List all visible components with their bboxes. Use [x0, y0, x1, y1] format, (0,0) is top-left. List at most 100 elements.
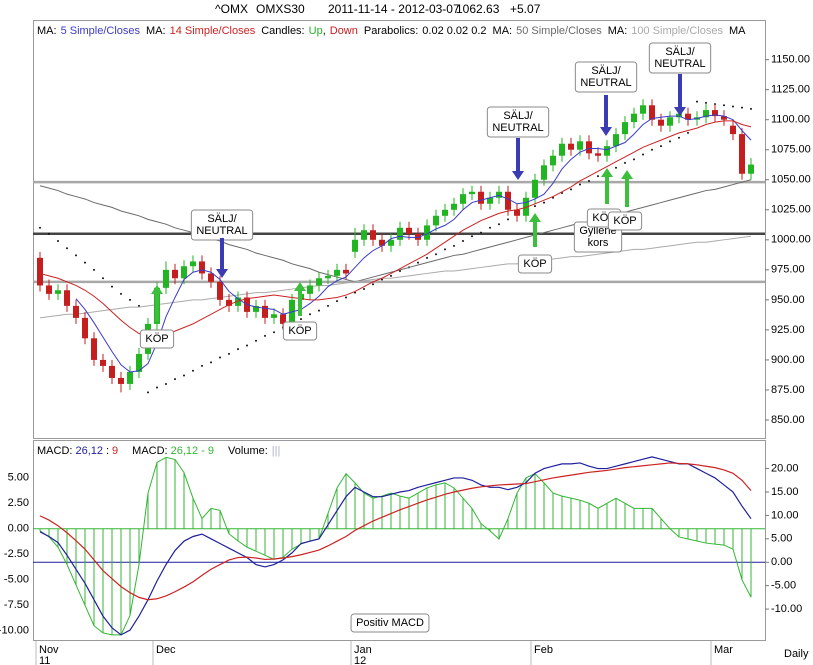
- candle-body: [235, 297, 241, 306]
- legend-text: Candles:: [261, 25, 304, 37]
- sar-dot: [75, 254, 77, 257]
- candle-body: [424, 225, 430, 240]
- annotation-arrow: [529, 213, 541, 247]
- candle-body: [415, 233, 421, 240]
- legend-text: 0.02 0.02 0.2: [422, 25, 486, 37]
- sar-dot: [84, 261, 86, 264]
- sar-dot: [579, 183, 581, 186]
- sar-dot: [318, 309, 320, 312]
- sar-dot: [660, 145, 662, 148]
- annotation-arrow: [512, 138, 524, 180]
- index-name: OMXS30: [256, 2, 305, 16]
- x-year-label: 12: [354, 655, 366, 665]
- candle-body: [667, 117, 673, 126]
- annotation-text: SÄLJ/: [207, 213, 237, 225]
- sar-dot: [201, 364, 203, 367]
- candle-body: [721, 116, 727, 120]
- candle-body: [370, 230, 376, 240]
- x-tick-label: Mar: [714, 644, 733, 656]
- y2-tick-label: 15.00: [771, 486, 799, 498]
- sar-dot: [174, 378, 176, 381]
- sar-dot: [228, 352, 230, 355]
- y-tick-label: 1000.00: [771, 234, 811, 246]
- candle-body: [388, 239, 394, 246]
- legend: MACD: 26,12:9 MACD: 26,12 - 9 Volume: |||: [37, 445, 280, 457]
- candle-body: [136, 353, 142, 372]
- legend-text: MA: [729, 25, 746, 37]
- candle-body: [307, 285, 313, 294]
- candle-body: [451, 203, 457, 210]
- annotation-text: NEUTRAL: [580, 77, 631, 89]
- sar-dot: [336, 300, 338, 303]
- annotation-text: SÄLJ/: [591, 65, 621, 77]
- y-tick-label: 1150.00: [771, 54, 810, 66]
- sar-dot: [597, 175, 599, 178]
- x-tick-label: Dec: [156, 644, 176, 656]
- sar-dot: [705, 101, 707, 104]
- candle-body: [127, 371, 133, 384]
- candle-body: [190, 261, 196, 267]
- annotation-arrow: [621, 170, 633, 207]
- annotation-box: [648, 42, 712, 74]
- sar-dot: [615, 166, 617, 169]
- legend-text: 100 Simple/Closes: [631, 25, 723, 37]
- last-price: 1062.63: [456, 2, 500, 16]
- y-tick-label: 875.00: [771, 384, 805, 396]
- annotation-text: SÄLJ/: [665, 46, 695, 58]
- y-tick-label: -10.00: [0, 625, 29, 637]
- candle-body: [82, 317, 88, 339]
- candle-body: [352, 239, 358, 252]
- candle-body: [712, 110, 718, 117]
- candle-body: [262, 305, 268, 318]
- y2-tick-label: -10.00: [771, 603, 802, 615]
- annotation-text: NEUTRAL: [492, 122, 543, 134]
- candle-body: [379, 239, 385, 246]
- sar-dot: [39, 226, 41, 229]
- sar-dot: [300, 318, 302, 321]
- legend-text: 5 Simple/Closes: [61, 25, 141, 37]
- candle-body: [343, 269, 349, 274]
- sar-dot: [669, 140, 671, 143]
- sar-dot: [642, 153, 644, 156]
- annotation-arrow: [216, 238, 228, 278]
- sar-dot: [273, 331, 275, 334]
- candle-body: [730, 125, 736, 135]
- legend-text: MA:: [146, 25, 166, 37]
- annotation-box: [282, 321, 318, 341]
- candle-body: [541, 165, 547, 180]
- sar-dot: [111, 285, 113, 288]
- candle-body: [100, 359, 106, 366]
- legend-text: 9: [112, 445, 118, 457]
- candle-body: [397, 227, 403, 240]
- sar-dot: [489, 226, 491, 229]
- sar-dot: [345, 296, 347, 299]
- annotation-arrow: [294, 282, 306, 316]
- y-tick-label: 925.00: [771, 324, 805, 336]
- y-tick-label: -7.50: [4, 599, 29, 611]
- sar-dot: [543, 201, 545, 204]
- annotation-arrow: [674, 74, 686, 116]
- candle-body: [604, 146, 610, 156]
- sar-dot: [66, 247, 68, 250]
- y2-tick-label: 20.00: [771, 462, 799, 474]
- candle-body: [325, 275, 331, 279]
- sar-dot: [723, 104, 725, 107]
- sar-dot: [192, 369, 194, 372]
- sar-dot: [678, 136, 680, 139]
- legend-text: Parabolics:: [364, 25, 418, 37]
- candle-body: [199, 261, 205, 274]
- sar-dot: [462, 240, 464, 243]
- annotation-arrow: [601, 168, 613, 204]
- sar-dot: [57, 240, 59, 243]
- sar-dot: [210, 361, 212, 364]
- sar-dot: [570, 188, 572, 191]
- y-tick-label: 900.00: [771, 354, 805, 366]
- y-tick-label: 1075.00: [771, 144, 811, 156]
- x-tick-label: Nov: [39, 644, 59, 656]
- candle-body: [208, 273, 214, 282]
- annotation-text: NEUTRAL: [196, 225, 247, 237]
- annotation-text: NEUTRAL: [654, 58, 705, 70]
- candle-body: [118, 377, 124, 384]
- annotation-box: [139, 329, 175, 349]
- y-tick-label: -2.50: [4, 548, 29, 560]
